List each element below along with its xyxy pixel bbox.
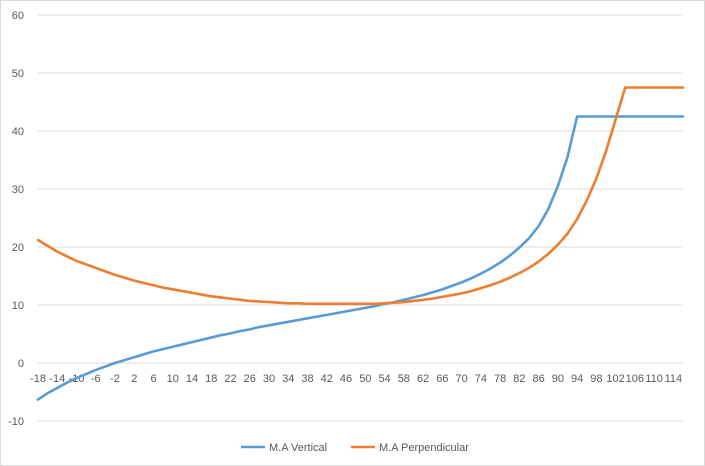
x-tick-label: 50 [359,373,371,385]
x-tick-label: 30 [263,373,275,385]
x-tick-label: 94 [571,373,583,385]
x-tick-label: 86 [532,373,544,385]
series-line [36,115,685,401]
y-tick-label: 60 [12,10,24,22]
y-tick-label: 0 [18,358,24,370]
x-tick-label: 114 [665,373,683,385]
x-tick-label: 110 [645,373,663,385]
legend-label: M.A Perpendicular [379,442,469,454]
x-tick-label: 46 [340,373,352,385]
x-tick-label: 54 [378,373,390,385]
x-tick-label: 22 [224,373,236,385]
x-tick-label: 74 [475,373,487,385]
y-tick-label: 50 [12,68,24,80]
x-tick-label: 102 [606,373,624,385]
y-tick-label: 20 [12,242,24,254]
x-tick-label: 90 [552,373,564,385]
gridlines [38,14,683,422]
x-tick-label: 62 [417,373,429,385]
x-tick-label: 78 [494,373,506,385]
x-tick-label: 66 [436,373,448,385]
legend-label: M.A Vertical [269,442,327,454]
x-tick-label: 6 [150,373,156,385]
y-tick-label: 10 [12,300,24,312]
x-tick-label: 38 [301,373,313,385]
y-axis-labels: -10 0 10 20 30 40 50 60 [8,10,24,428]
x-tick-label: 26 [244,373,256,385]
x-tick-label: -6 [91,373,101,385]
series-line [36,86,685,306]
x-tick-label: 14 [186,373,198,385]
x-tick-label: 70 [455,373,467,385]
y-tick-label: 40 [12,126,24,138]
x-tick-label: -2 [110,373,120,385]
x-tick-label: 58 [398,373,410,385]
x-tick-label: 10 [167,373,179,385]
x-tick-label: 2 [131,373,137,385]
legend: M.A Vertical M.A Perpendicular [241,442,469,454]
x-tick-label: 34 [282,373,294,385]
x-tick-label: 82 [513,373,525,385]
y-tick-label: -10 [8,416,24,428]
x-tick-label: -14 [49,373,65,385]
x-tick-label: -18 [30,373,46,385]
x-tick-label: 98 [590,373,602,385]
x-axis-labels: -18 -14 -10 -6 -2 2 6 10 14 18 22 26 30 34 38 42 46 50 54 5… [30,373,682,385]
y-tick-label: 30 [12,184,24,196]
series-lines [36,86,685,401]
x-tick-label: 106 [626,373,644,385]
x-tick-label: 42 [321,373,333,385]
x-tick-label: 18 [205,373,217,385]
